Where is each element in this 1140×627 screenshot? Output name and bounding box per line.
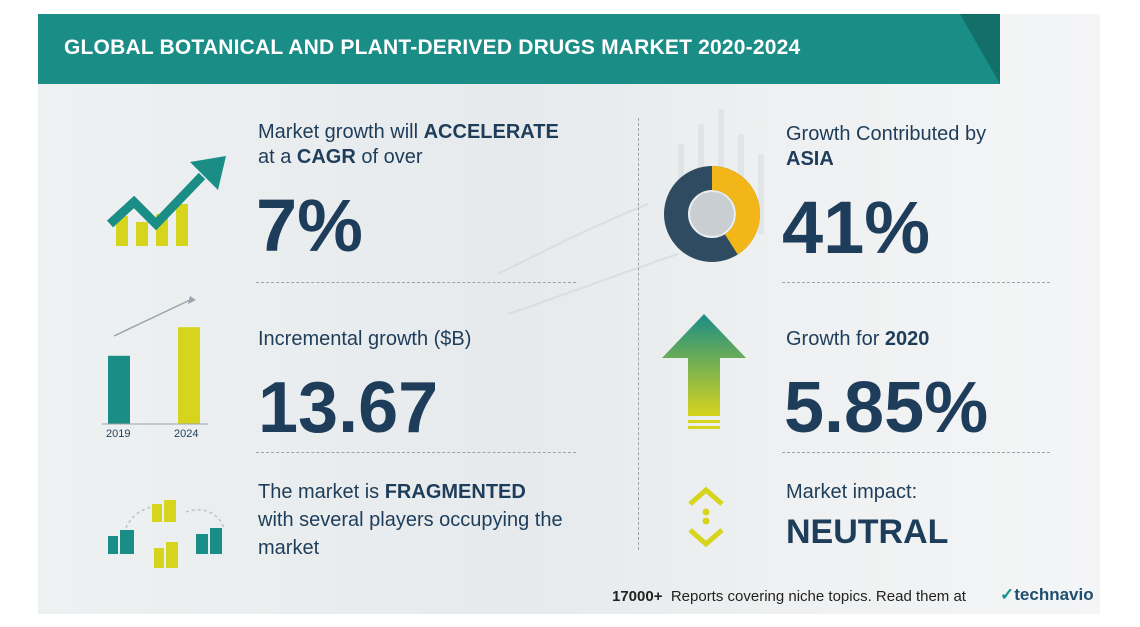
fragmented-line-3: market (258, 537, 320, 559)
title-banner (38, 14, 1000, 84)
row-divider (782, 452, 1050, 453)
technavio-link[interactable]: ✓technavio (1000, 585, 1094, 604)
fragmented-line-1: The market is FRAGMENTED (258, 481, 526, 503)
row-divider (256, 452, 576, 453)
page-title: GLOBAL BOTANICAL AND PLANT-DERIVED DRUGS… (64, 36, 801, 59)
bar-label-2024: 2024 (174, 428, 199, 440)
incremental-bar-icon (102, 296, 208, 425)
neutral-impact-icon (688, 486, 724, 548)
row-divider (256, 282, 576, 283)
impact-label: Market impact: (786, 481, 918, 503)
market-players-icon (108, 500, 225, 568)
region-line-1: Growth Contributed by (786, 123, 987, 145)
fragmented-line-2: with several players occupying the (258, 509, 563, 531)
bar-2019 (108, 355, 130, 424)
banner-fold (960, 14, 1000, 84)
technavio-leaf-icon: ✓ (1000, 585, 1015, 604)
trend-chart-icon (106, 156, 226, 246)
incremental-value: 13.67 (258, 368, 439, 448)
growth-line-1: Market growth will ACCELERATE (258, 121, 559, 143)
footer-text: 17000+ Reports covering niche topics. Re… (612, 588, 966, 605)
bar-label-2019: 2019 (106, 428, 131, 440)
up-arrow-icon (662, 314, 746, 429)
column-divider (638, 118, 639, 550)
yoy-value: 5.85% (784, 368, 989, 448)
donut-chart-icon (664, 166, 760, 262)
row-divider (782, 282, 1050, 283)
infographic-panel: GLOBAL BOTANICAL AND PLANT-DERIVED DRUGS… (38, 14, 1100, 614)
asia-share-arc (711, 166, 760, 255)
region-value: 41% (782, 186, 931, 269)
cagr-value: 7% (256, 184, 363, 267)
growth-line-2: at a CAGR of over (258, 146, 423, 168)
bar-2024 (178, 327, 200, 424)
incremental-label: Incremental growth ($B) (258, 328, 472, 350)
impact-value: NEUTRAL (786, 513, 949, 551)
region-line-2: ASIA (786, 148, 834, 170)
yoy-label: Growth for 2020 (786, 328, 930, 350)
